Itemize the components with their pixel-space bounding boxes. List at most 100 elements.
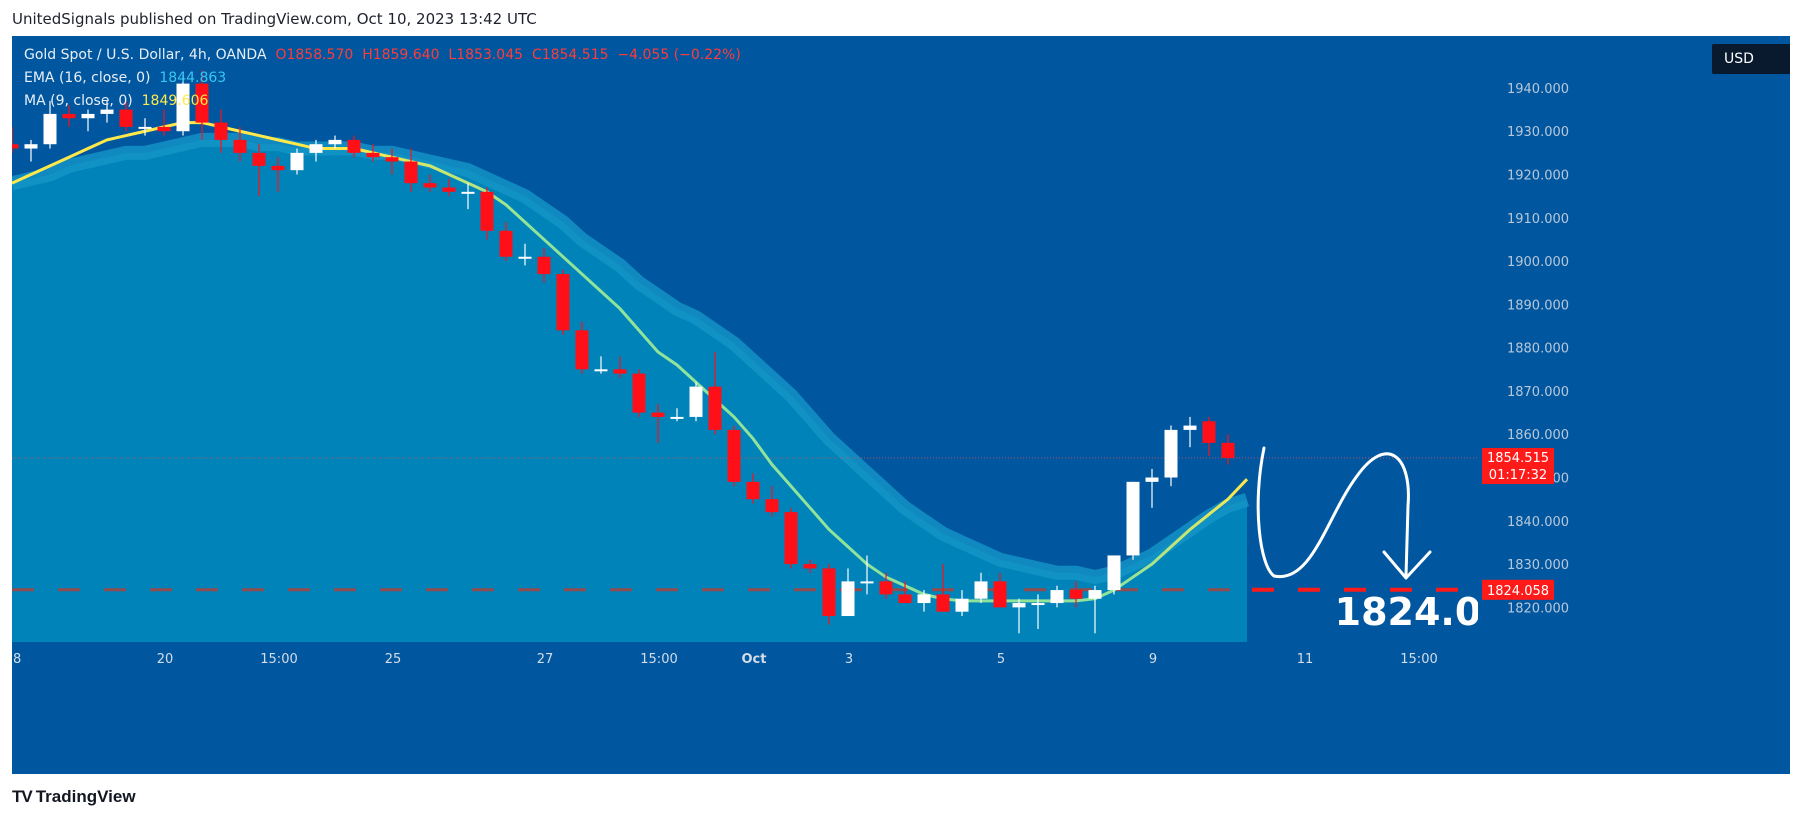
candle[interactable] bbox=[499, 222, 513, 262]
candle[interactable] bbox=[651, 403, 665, 443]
candle[interactable] bbox=[841, 568, 855, 617]
candle[interactable] bbox=[138, 118, 152, 136]
candle[interactable] bbox=[632, 369, 646, 417]
price-tick-label: 1940.000 bbox=[1507, 82, 1569, 97]
candle[interactable] bbox=[309, 139, 323, 162]
candle-body bbox=[176, 83, 190, 132]
candle-body bbox=[1107, 555, 1121, 591]
candle-body bbox=[81, 113, 95, 119]
candle[interactable] bbox=[1012, 598, 1026, 634]
candle[interactable] bbox=[518, 243, 532, 266]
price-axis[interactable]: 1940.000 1930.000 1920.000 1910.000 1900.000… bbox=[1478, 36, 1790, 642]
candle-body bbox=[518, 256, 532, 259]
candle[interactable] bbox=[689, 382, 703, 422]
candle[interactable] bbox=[100, 100, 114, 123]
candle[interactable] bbox=[290, 148, 304, 175]
candle-body bbox=[651, 412, 665, 417]
candle[interactable] bbox=[594, 356, 608, 374]
candle[interactable] bbox=[271, 157, 285, 192]
candle[interactable] bbox=[917, 590, 931, 612]
candle[interactable] bbox=[385, 148, 399, 175]
price-tick-label: 1860.000 bbox=[1507, 428, 1569, 443]
candle[interactable] bbox=[898, 581, 912, 604]
candle[interactable] bbox=[62, 105, 76, 127]
candle[interactable] bbox=[879, 572, 893, 599]
ema-label: EMA (16, close, 0) bbox=[24, 70, 151, 86]
candle-body bbox=[860, 581, 874, 584]
candle-body bbox=[1069, 590, 1083, 599]
candle[interactable] bbox=[195, 70, 209, 140]
candle[interactable] bbox=[1107, 555, 1121, 595]
candle[interactable] bbox=[24, 139, 38, 162]
candle[interactable] bbox=[461, 183, 475, 210]
price-chart[interactable]: 1824.0 1940.0001930.0001920.0001910.0001… bbox=[12, 36, 1790, 774]
candle[interactable] bbox=[157, 109, 171, 136]
candle[interactable] bbox=[214, 109, 228, 153]
candle[interactable] bbox=[366, 144, 380, 162]
candle-body bbox=[442, 187, 456, 192]
candle[interactable] bbox=[233, 126, 247, 162]
candle[interactable] bbox=[746, 473, 760, 504]
candle[interactable] bbox=[176, 74, 190, 136]
candle-body bbox=[936, 594, 950, 612]
symbol-label[interactable]: Gold Spot / U.S. Dollar, 4h, OANDA bbox=[24, 47, 267, 63]
candle-body bbox=[366, 152, 380, 158]
candle[interactable] bbox=[252, 144, 266, 197]
candle-body bbox=[765, 499, 779, 513]
candle[interactable] bbox=[727, 425, 741, 487]
legend-ma-row[interactable]: MA (9, close, 0) 1849.606 bbox=[24, 90, 741, 113]
candle[interactable] bbox=[575, 321, 589, 374]
candle[interactable] bbox=[993, 572, 1007, 608]
candle[interactable] bbox=[670, 408, 684, 422]
candle-body bbox=[499, 230, 513, 257]
candle[interactable] bbox=[81, 109, 95, 132]
candle-body bbox=[290, 152, 304, 171]
candle-body bbox=[575, 330, 589, 370]
candle[interactable] bbox=[803, 559, 817, 573]
candle[interactable] bbox=[1088, 585, 1102, 634]
candle[interactable] bbox=[556, 269, 570, 335]
candle[interactable] bbox=[1126, 481, 1140, 560]
candle[interactable] bbox=[1164, 425, 1178, 487]
tradingview-logo[interactable]: TV TradingView bbox=[12, 787, 136, 807]
candle-body bbox=[632, 373, 646, 413]
candle[interactable] bbox=[974, 572, 988, 604]
candle[interactable] bbox=[613, 356, 627, 378]
candle[interactable] bbox=[1183, 416, 1197, 448]
candle[interactable] bbox=[43, 100, 57, 149]
candle[interactable] bbox=[480, 187, 494, 240]
candle[interactable] bbox=[822, 564, 836, 625]
candle[interactable] bbox=[1050, 585, 1064, 608]
candle[interactable] bbox=[1202, 416, 1216, 456]
candle[interactable] bbox=[423, 174, 437, 192]
candle[interactable] bbox=[1221, 434, 1235, 465]
time-tick-label: 15:00 bbox=[1400, 652, 1437, 667]
candle[interactable] bbox=[119, 100, 133, 132]
time-axis[interactable]: 18 20 15:00 25 27 15:00 Oct 3 5 9 11 15:00 bbox=[12, 642, 1790, 774]
candle[interactable] bbox=[1031, 594, 1045, 630]
legend-ema-row[interactable]: EMA (16, close, 0) 1844.863 bbox=[24, 67, 741, 90]
candle[interactable] bbox=[708, 351, 722, 435]
candle[interactable] bbox=[860, 555, 874, 595]
candle[interactable] bbox=[404, 148, 418, 192]
candle[interactable] bbox=[936, 564, 950, 612]
currency-button[interactable]: USD bbox=[1712, 44, 1790, 74]
candle[interactable] bbox=[537, 248, 551, 283]
candle-body bbox=[803, 564, 817, 569]
candle[interactable] bbox=[765, 486, 779, 517]
candle-body bbox=[423, 183, 437, 188]
candle[interactable] bbox=[328, 135, 342, 149]
candle-body bbox=[537, 256, 551, 275]
candle[interactable] bbox=[1145, 468, 1159, 508]
candle-body bbox=[1145, 477, 1159, 482]
candle[interactable] bbox=[1069, 581, 1083, 608]
candle[interactable] bbox=[442, 178, 456, 197]
candle[interactable] bbox=[347, 135, 361, 158]
time-tick-label: 20 bbox=[157, 652, 174, 667]
candle-body bbox=[43, 113, 57, 145]
candle[interactable] bbox=[12, 126, 19, 153]
chart-frame[interactable]: 1824.0 1940.000 1930.000 1920.000 1910.000 1… bbox=[12, 36, 1790, 774]
candle[interactable] bbox=[955, 590, 969, 617]
price-tick-label: 1880.000 bbox=[1507, 342, 1569, 357]
candle[interactable] bbox=[784, 507, 798, 569]
